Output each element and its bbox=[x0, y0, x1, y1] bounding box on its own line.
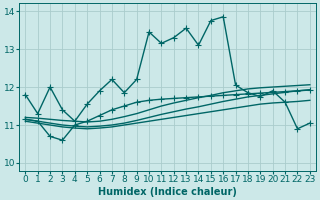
X-axis label: Humidex (Indice chaleur): Humidex (Indice chaleur) bbox=[98, 187, 237, 197]
